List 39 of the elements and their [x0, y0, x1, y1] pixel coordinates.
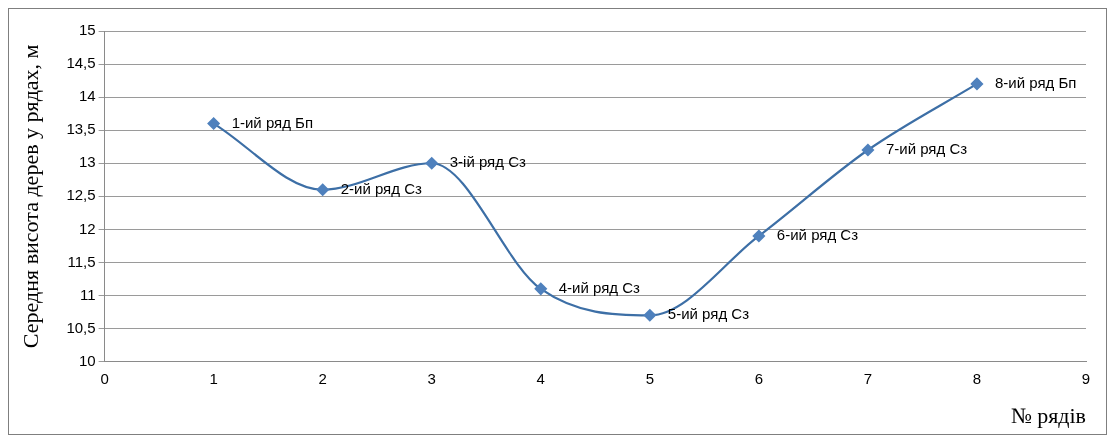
- y-tick-label: 12,5: [66, 186, 96, 204]
- annotation: 7-ий ряд Сз: [885, 140, 968, 158]
- annotation: 3-ій ряд Сз: [449, 153, 526, 171]
- point: [425, 157, 438, 170]
- x-tick-label: 8: [972, 369, 982, 387]
- y-tick-label: 14: [78, 87, 96, 105]
- annotation: 8-ий ряд Бп: [994, 74, 1077, 92]
- y-tick-label: 15: [78, 21, 96, 39]
- y-tick-label: 13,5: [66, 120, 96, 138]
- y-tick-label: 11,5: [67, 252, 96, 270]
- y-tick-label: 12: [78, 219, 96, 237]
- point: [316, 183, 329, 196]
- x-tick-label: 3: [427, 369, 436, 387]
- annotation: 2-ий ряд Сз: [340, 179, 422, 197]
- annotation: 4-ий ряд Сз: [558, 279, 641, 297]
- point: [207, 117, 220, 130]
- x-tick-label: 7: [863, 369, 873, 387]
- annotation: 6-ий ряд Сз: [776, 226, 859, 244]
- x-tick-label: 4: [536, 369, 545, 387]
- y-tick-label: 14,5: [66, 54, 96, 72]
- y-tick-label: 10: [78, 351, 96, 369]
- x-tick-label: 1: [209, 369, 218, 387]
- y-axis-title: Середня висота дерев у рядах, м: [17, 44, 43, 349]
- y-tick-label: 13: [78, 153, 96, 171]
- annotation: 5-ий ряд Сз: [667, 305, 750, 323]
- x-tick-label: 0: [100, 369, 109, 387]
- x-tick-label: 5: [645, 369, 654, 387]
- x-tick-label: 9: [1081, 369, 1091, 387]
- point: [752, 229, 765, 243]
- y-tick-label: 11: [80, 285, 96, 303]
- point: [643, 309, 656, 322]
- x-tick-label: 2: [318, 369, 327, 387]
- annotation: 1-ий ряд Бп: [231, 113, 314, 131]
- y-tick-label: 10,5: [66, 318, 96, 336]
- x-axis-title: № рядів: [1010, 402, 1086, 428]
- point: [861, 143, 875, 157]
- point: [970, 77, 984, 90]
- x-tick-label: 6: [754, 369, 764, 387]
- point: [534, 282, 547, 295]
